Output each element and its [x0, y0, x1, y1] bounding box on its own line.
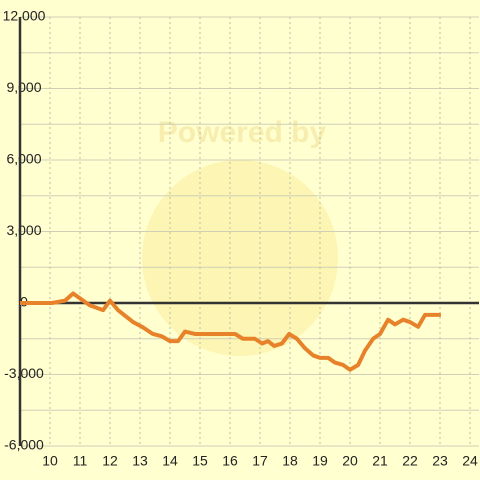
y-tick-label: 9,000: [6, 79, 41, 95]
y-tick-label: 6,000: [6, 151, 41, 167]
x-tick-label: 22: [402, 453, 418, 469]
x-tick-label: 21: [372, 453, 388, 469]
x-tick-label: 13: [132, 453, 148, 469]
x-tick-label: 10: [42, 453, 58, 469]
x-tick-label: 11: [73, 453, 88, 469]
y-tick-label: 12,000: [3, 8, 46, 24]
x-tick-label: 16: [222, 453, 238, 469]
y-tick-label: -3,000: [4, 365, 44, 381]
watermark-logo: [142, 160, 338, 356]
x-tick-label: 24: [462, 453, 478, 469]
x-tick-label: 17: [252, 453, 268, 469]
x-tick-label: 14: [162, 453, 178, 469]
y-tick-label: -6,000: [4, 437, 44, 453]
x-tick-label: 20: [342, 453, 358, 469]
x-tick-label: 19: [312, 453, 328, 469]
data-line: [20, 291, 441, 372]
y-tick-label: 3,000: [6, 222, 41, 238]
x-tick-label: 15: [192, 453, 208, 469]
x-tick-label: 12: [102, 453, 118, 469]
x-tick-label: 18: [282, 453, 298, 469]
watermark: Powered by: [158, 116, 327, 149]
x-tick-label: 23: [432, 453, 448, 469]
